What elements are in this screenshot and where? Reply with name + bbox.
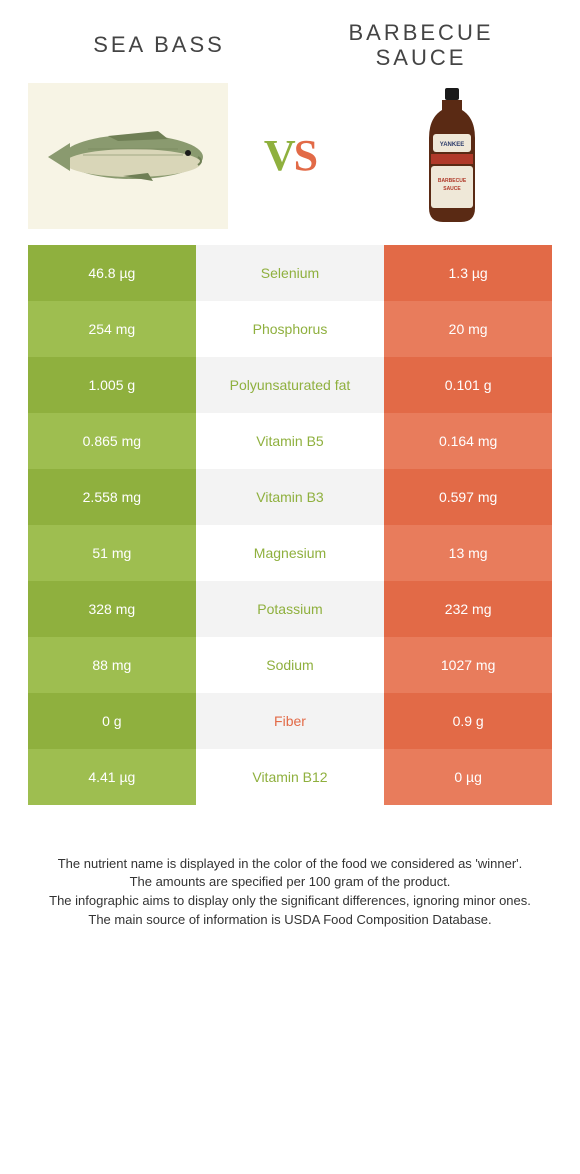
cell-left-value: 46.8 µg: [28, 245, 196, 301]
cell-right-value: 0.9 g: [384, 693, 552, 749]
table-row: 2.558 mgVitamin B30.597 mg: [28, 469, 552, 525]
footnote-line: The infographic aims to display only the…: [34, 892, 546, 911]
title-left: Sea bass: [28, 32, 290, 58]
cell-right-value: 1.3 µg: [384, 245, 552, 301]
vs-letter-s: S: [294, 130, 316, 181]
images-row: VS YANKEE BARBECUE SAUCE: [28, 83, 552, 229]
cell-right-value: 0.597 mg: [384, 469, 552, 525]
cell-left-value: 0 g: [28, 693, 196, 749]
cell-left-value: 1.005 g: [28, 357, 196, 413]
table-row: 0.865 mgVitamin B50.164 mg: [28, 413, 552, 469]
cell-nutrient-label: Vitamin B5: [196, 413, 385, 469]
cell-right-value: 0.164 mg: [384, 413, 552, 469]
cell-nutrient-label: Vitamin B12: [196, 749, 385, 805]
image-right-box: YANKEE BARBECUE SAUCE: [352, 83, 552, 229]
titles-row: Sea bass BARBECUE SAUCE: [28, 20, 552, 71]
cell-nutrient-label: Selenium: [196, 245, 385, 301]
cell-nutrient-label: Sodium: [196, 637, 385, 693]
cell-left-value: 4.41 µg: [28, 749, 196, 805]
cell-left-value: 254 mg: [28, 301, 196, 357]
svg-text:YANKEE: YANKEE: [440, 142, 464, 148]
fish-icon: [38, 121, 218, 191]
vs-badge: VS: [264, 130, 316, 181]
table-row: 1.005 gPolyunsaturated fat0.101 g: [28, 357, 552, 413]
cell-nutrient-label: Vitamin B3: [196, 469, 385, 525]
cell-nutrient-label: Polyunsaturated fat: [196, 357, 385, 413]
title-right-line2: SAUCE: [376, 45, 467, 70]
image-left-box: [28, 83, 228, 229]
bottle-icon: YANKEE BARBECUE SAUCE: [417, 86, 487, 226]
cell-right-value: 13 mg: [384, 525, 552, 581]
table-row: 4.41 µgVitamin B120 µg: [28, 749, 552, 805]
cell-right-value: 20 mg: [384, 301, 552, 357]
footnotes: The nutrient name is displayed in the co…: [28, 855, 552, 930]
table-row: 46.8 µgSelenium1.3 µg: [28, 245, 552, 301]
table-row: 51 mgMagnesium13 mg: [28, 525, 552, 581]
cell-nutrient-label: Phosphorus: [196, 301, 385, 357]
cell-nutrient-label: Potassium: [196, 581, 385, 637]
cell-left-value: 88 mg: [28, 637, 196, 693]
table-row: 328 mgPotassium232 mg: [28, 581, 552, 637]
vs-letter-v: V: [264, 130, 294, 181]
cell-left-value: 51 mg: [28, 525, 196, 581]
table-row: 254 mgPhosphorus20 mg: [28, 301, 552, 357]
cell-right-value: 1027 mg: [384, 637, 552, 693]
title-right: BARBECUE SAUCE: [290, 20, 552, 71]
cell-right-value: 0.101 g: [384, 357, 552, 413]
footnote-line: The nutrient name is displayed in the co…: [34, 855, 546, 874]
title-right-line1: BARBECUE: [348, 20, 493, 45]
nutrient-table: 46.8 µgSelenium1.3 µg254 mgPhosphorus20 …: [28, 245, 552, 805]
cell-nutrient-label: Magnesium: [196, 525, 385, 581]
footnote-line: The amounts are specified per 100 gram o…: [34, 873, 546, 892]
svg-text:BARBECUE: BARBECUE: [438, 178, 467, 184]
table-row: 0 gFiber0.9 g: [28, 693, 552, 749]
cell-left-value: 328 mg: [28, 581, 196, 637]
footnote-line: The main source of information is USDA F…: [34, 911, 546, 930]
cell-right-value: 0 µg: [384, 749, 552, 805]
cell-nutrient-label: Fiber: [196, 693, 385, 749]
infographic-container: Sea bass BARBECUE SAUCE VS: [0, 0, 580, 930]
cell-left-value: 2.558 mg: [28, 469, 196, 525]
table-row: 88 mgSodium1027 mg: [28, 637, 552, 693]
cell-left-value: 0.865 mg: [28, 413, 196, 469]
svg-text:SAUCE: SAUCE: [443, 186, 461, 192]
cell-right-value: 232 mg: [384, 581, 552, 637]
